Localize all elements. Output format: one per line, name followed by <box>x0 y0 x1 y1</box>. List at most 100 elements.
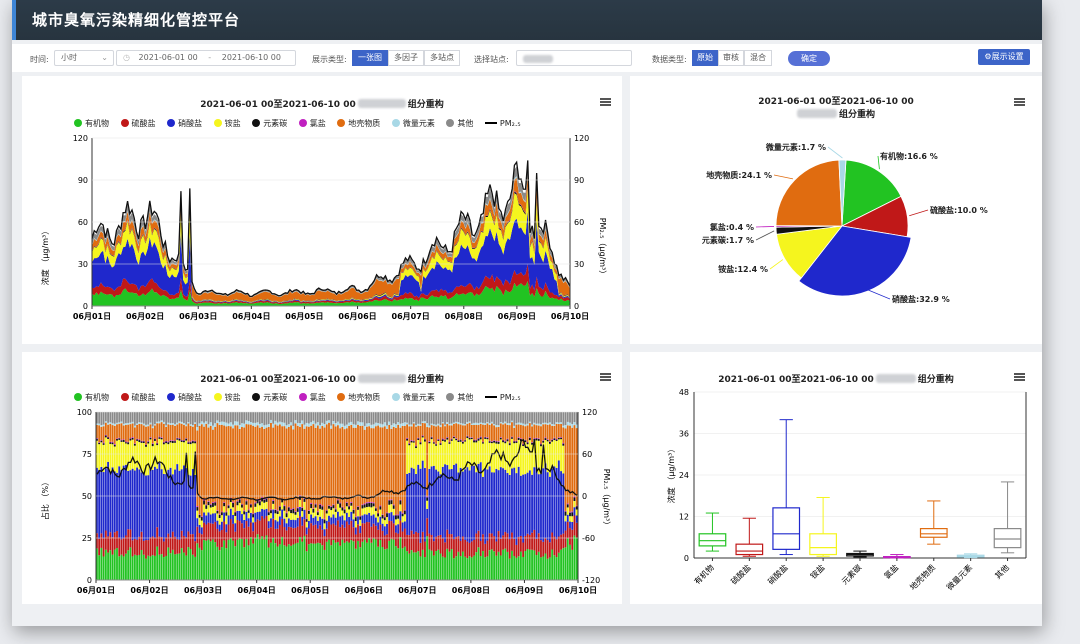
pct-bar-segment <box>104 434 107 436</box>
pct-bar-segment <box>127 441 130 443</box>
pct-bar-segment <box>531 532 533 550</box>
interval-select[interactable]: 小时 ⌄ <box>54 50 114 66</box>
pct-bar-segment <box>555 440 558 468</box>
pct-bar-segment <box>484 468 487 544</box>
pct-bar-segment <box>361 505 364 509</box>
pct-bar-segment <box>513 427 516 441</box>
pct-bar-segment <box>392 504 395 506</box>
pct-bar-segment <box>281 509 284 519</box>
legend-item[interactable]: 氯盐 <box>298 118 326 129</box>
pct-bar-segment <box>299 499 301 507</box>
y-tick-label: 36 <box>679 430 689 439</box>
pct-bar-segment <box>207 501 210 506</box>
pct-bar-segment <box>220 512 223 516</box>
pct-bar-segment <box>203 422 205 427</box>
display-settings-button[interactable]: ⚙展示设置 <box>978 49 1030 65</box>
pie-menu-icon[interactable] <box>1014 98 1025 106</box>
pct-bar-segment <box>508 558 511 580</box>
pct-bar-segment <box>401 512 404 514</box>
pct-bar-segment <box>513 467 516 539</box>
pct-bar-segment <box>100 442 103 467</box>
pct-bar-segment <box>323 523 326 530</box>
pct-bar-segment <box>397 518 400 525</box>
legend-item[interactable]: 微量元素 <box>391 392 435 403</box>
legend-item[interactable]: 硝酸盐 <box>167 392 202 403</box>
data-option-audited[interactable]: 审核 <box>718 50 744 66</box>
pct-bar-segment <box>160 554 163 580</box>
display-option-multi-factor[interactable]: 多因子 <box>388 50 424 66</box>
pct-bar-segment <box>102 538 105 557</box>
legend-item[interactable]: 有机物 <box>74 392 109 403</box>
pct-bar-segment <box>109 412 112 423</box>
pct-bar-segment <box>430 423 433 426</box>
pct-bar-segment <box>194 556 197 580</box>
pct-bar-segment <box>361 523 364 542</box>
legend-item[interactable]: 其他 <box>446 392 473 403</box>
pct-bar-segment <box>198 524 201 534</box>
station-label: 选择站点: <box>474 55 509 64</box>
date-range-picker[interactable]: ◷ 2021-06-01 00 - 2021-06-10 00 <box>116 50 296 66</box>
legend-item[interactable]: 元素碳 <box>252 392 287 403</box>
pct-bar-segment <box>345 521 348 542</box>
pct-bar-segment <box>198 514 201 515</box>
legend-item[interactable]: 硝酸盐 <box>167 118 202 129</box>
pct-bar-segment <box>339 503 342 508</box>
pct-bar-segment <box>200 421 203 425</box>
pct-bar-segment <box>238 521 241 539</box>
pct-bar-segment <box>214 542 217 580</box>
legend-item[interactable]: 地壳物质 <box>337 118 380 129</box>
legend-item[interactable]: 硫酸盐 <box>120 392 156 403</box>
pct-bar-segment <box>517 422 520 425</box>
box-menu-icon[interactable] <box>1014 373 1025 381</box>
legend-item[interactable]: 硫酸盐 <box>120 118 156 129</box>
data-option-mixed[interactable]: 混合 <box>744 50 772 66</box>
pct-bar-segment <box>372 502 375 504</box>
legend-item[interactable]: 元素碳 <box>252 118 287 129</box>
pct-bar-segment <box>209 514 212 524</box>
pct-bar-segment <box>241 426 243 504</box>
pct-bar-segment <box>272 412 275 424</box>
pct-bar-segment <box>162 557 165 580</box>
legend-item[interactable]: 地壳物质 <box>337 392 380 403</box>
pct-bar-segment <box>526 412 529 424</box>
display-option-single[interactable]: 一张图 <box>352 50 388 66</box>
pct-bar-segment <box>185 537 188 556</box>
confirm-button[interactable]: 确定 <box>788 51 830 66</box>
pct-bar-segment <box>185 468 188 538</box>
display-option-multi-station[interactable]: 多站点 <box>424 50 460 66</box>
station-select[interactable] <box>516 50 632 66</box>
pct-bar-segment <box>432 441 435 443</box>
pct-bar-segment <box>374 507 377 509</box>
legend-item[interactable]: 铵盐 <box>213 118 241 129</box>
pct-bar-segment <box>232 412 234 425</box>
legend-item[interactable]: 氯盐 <box>298 392 326 403</box>
pct-bar-segment <box>241 538 243 580</box>
pct-bar-segment <box>178 553 181 580</box>
pct-bar-segment <box>531 474 533 533</box>
pct-bar-segment <box>330 506 333 508</box>
legend-item[interactable]: 微量元素 <box>391 118 435 129</box>
pct-bar-segment <box>323 518 326 520</box>
pct-bar-segment <box>258 505 261 512</box>
pct-bar-segment <box>185 424 188 427</box>
pct-bar-segment <box>292 429 295 508</box>
conc-menu-icon[interactable] <box>600 98 611 106</box>
legend-item[interactable]: 有机物 <box>74 118 109 129</box>
pct-menu-icon[interactable] <box>600 373 611 381</box>
pct-bar-segment <box>401 522 404 532</box>
pct-bar-segment <box>560 422 562 424</box>
pct-bar-segment <box>482 424 484 442</box>
pct-bar-segment <box>207 505 210 513</box>
pct-bar-segment <box>136 439 138 441</box>
data-option-raw[interactable]: 原始 <box>692 50 718 66</box>
pct-bar-segment <box>191 441 194 444</box>
pct-bar-segment <box>185 438 188 441</box>
legend-item[interactable]: PM₂.₅ <box>484 393 521 402</box>
pct-bar-segment <box>544 412 547 423</box>
pct-bar-segment <box>352 509 355 510</box>
legend-item[interactable]: 铵盐 <box>213 392 241 403</box>
pct-bar-segment <box>310 508 313 515</box>
pct-bar-segment <box>566 412 569 422</box>
legend-item[interactable]: PM₂.₅ <box>484 119 521 128</box>
legend-item[interactable]: 其他 <box>446 118 473 129</box>
